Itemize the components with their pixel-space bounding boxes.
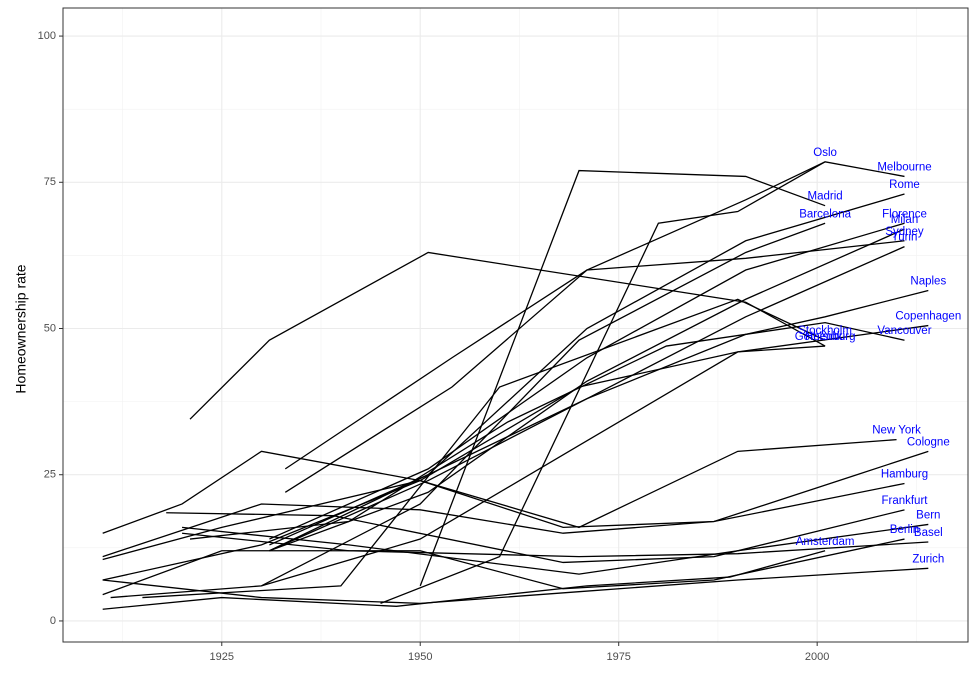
series-label: Milan: [891, 214, 918, 226]
x-tick-label: 1925: [210, 651, 234, 663]
series-line: [102, 550, 826, 610]
series-label: Rome: [889, 179, 920, 191]
series-line: [269, 193, 905, 552]
series-label: Berlin: [890, 524, 919, 536]
series-label: Melbourne: [877, 161, 931, 173]
series-line: [102, 479, 905, 561]
series-line: [110, 324, 929, 599]
series-label: Hamburg: [881, 469, 928, 481]
series-label: Madrid: [808, 191, 843, 203]
series-line: [182, 523, 929, 575]
y-tick-label: 100: [38, 30, 56, 42]
series-label: Vancouver: [877, 325, 931, 337]
series-label: Gothenburg: [795, 331, 856, 343]
series-line: [102, 450, 929, 558]
series-line: [166, 509, 905, 564]
series-line: [284, 161, 905, 493]
series-line: [380, 161, 826, 605]
series-line: [189, 321, 905, 540]
series-label: Amsterdam: [796, 536, 855, 548]
series-label: Frankfurt: [881, 495, 928, 507]
series-label: Stockholm: [798, 325, 852, 337]
series-label: Naples: [910, 276, 946, 288]
y-axis-label: Homeownership rate: [13, 264, 29, 393]
series-label: Cologne: [907, 436, 950, 448]
y-tick-label: 0: [50, 615, 56, 627]
series-line: [142, 298, 826, 599]
series-label: Basel: [914, 527, 943, 539]
series-line: [284, 240, 905, 470]
series-line: [269, 228, 905, 552]
series-line: [182, 532, 929, 558]
series-line: [261, 222, 826, 587]
x-tick-label: 1950: [408, 651, 432, 663]
x-tick-label: 2000: [805, 651, 829, 663]
series-line: [189, 251, 826, 420]
series-label: Oslo: [813, 147, 837, 159]
series-label: New York: [872, 425, 921, 437]
series-label: Copenhagen: [895, 311, 961, 323]
series-label: Florence: [882, 208, 927, 220]
series-label: Bern: [916, 509, 940, 521]
plot-border: [62, 7, 969, 643]
series-line: [269, 289, 929, 546]
series-label: Barcelona: [799, 208, 851, 220]
series-label: Helsinki: [805, 331, 845, 343]
series-line: [269, 222, 905, 540]
y-tick-label: 25: [44, 469, 56, 481]
series-label: Sydney: [885, 226, 924, 238]
y-tick-label: 50: [44, 322, 56, 334]
series-line: [102, 567, 929, 605]
series-label: Turin: [892, 232, 918, 244]
x-tick-label: 1975: [606, 651, 630, 663]
series-label: Zurich: [912, 553, 944, 565]
y-tick-label: 75: [44, 176, 56, 188]
series-line: [419, 169, 826, 587]
